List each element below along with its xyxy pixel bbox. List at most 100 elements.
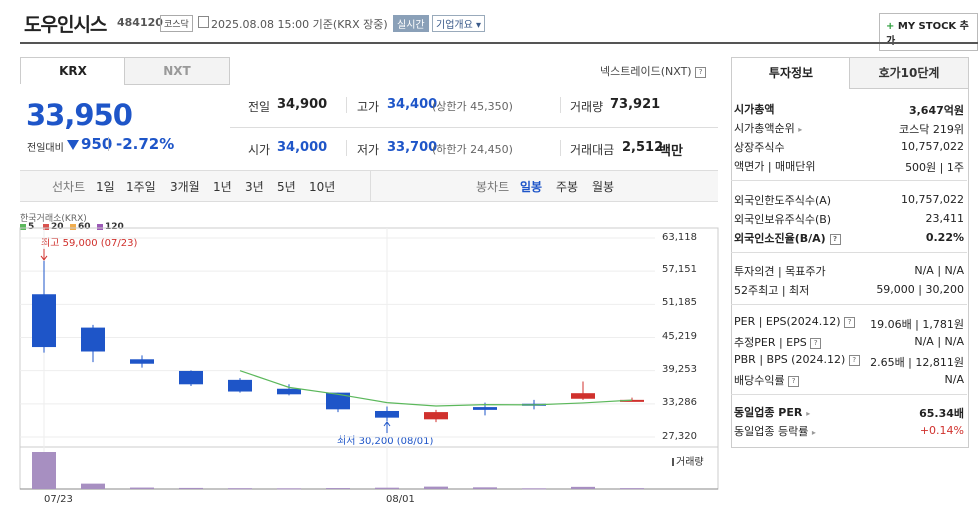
candle-body bbox=[130, 359, 154, 364]
candle-body bbox=[375, 410, 399, 418]
tab-krx[interactable]: KRX bbox=[20, 57, 126, 84]
header-divider bbox=[20, 42, 978, 44]
line-chart-label: 선차트 bbox=[52, 180, 86, 194]
high-arrow-head-icon bbox=[40, 255, 48, 261]
realtime-button[interactable]: 실시간 bbox=[393, 15, 429, 32]
period-daily[interactable]: 일봉 bbox=[520, 180, 543, 194]
high-annotation: 최고 59,000 (07/23) bbox=[41, 238, 138, 249]
volume-label: 거래량 bbox=[570, 100, 604, 114]
period-1w[interactable]: 1주일 bbox=[126, 180, 156, 194]
chevron-right-icon: ▸ bbox=[798, 125, 803, 134]
trade-amount-label: 거래대금 bbox=[570, 143, 615, 157]
stock-code: 484120 bbox=[117, 16, 163, 29]
info-value: N/A bbox=[944, 373, 964, 386]
info-label: 외국인보유주식수(B) bbox=[734, 213, 832, 226]
tab-orderbook[interactable]: 호가10단계 bbox=[849, 57, 969, 89]
volume-bar bbox=[620, 488, 644, 490]
help-icon[interactable]: ? bbox=[844, 316, 856, 328]
info-divider bbox=[731, 252, 967, 253]
volume-bar bbox=[32, 452, 56, 489]
trade-amount-unit: 백만 bbox=[659, 144, 683, 159]
info-label: 52주최고 | 최저 bbox=[734, 284, 810, 297]
info-label: PER | EPS(2024.12) ? bbox=[734, 315, 856, 328]
candle-body bbox=[32, 294, 56, 348]
candle-body bbox=[473, 407, 497, 410]
prev-close-label: 전일 bbox=[248, 100, 271, 114]
volume-bar bbox=[424, 486, 448, 489]
info-label: 상장주식수 bbox=[734, 141, 785, 154]
period-1y[interactable]: 1년 bbox=[213, 180, 232, 194]
period-5y[interactable]: 5년 bbox=[277, 180, 296, 194]
period-weekly[interactable]: 주봉 bbox=[556, 180, 579, 194]
company-overview-button[interactable]: 기업개요 ▾ bbox=[432, 15, 485, 32]
info-value: 23,411 bbox=[925, 212, 965, 225]
volume-value: 73,921 bbox=[610, 97, 661, 112]
info-label: 시가총액 bbox=[734, 103, 775, 116]
nextrade-label: 넥스트레이드(NXT) ? bbox=[600, 63, 707, 79]
candle-body bbox=[326, 392, 350, 410]
plus-icon: + bbox=[886, 21, 895, 32]
volume-frame bbox=[19, 446, 719, 490]
stat-divider bbox=[560, 97, 561, 113]
stat-divider bbox=[560, 140, 561, 156]
period-3m[interactable]: 3개월 bbox=[170, 180, 200, 194]
info-value: N/A | N/A bbox=[914, 335, 964, 348]
help-icon[interactable]: ? bbox=[848, 354, 860, 366]
info-label[interactable]: 동일업종 PER ▸ bbox=[734, 406, 811, 419]
period-10y[interactable]: 10년 bbox=[309, 180, 336, 194]
info-label: 투자의견 | 목표주가 bbox=[734, 265, 826, 278]
candle-body bbox=[277, 388, 301, 395]
info-value: 65.34배 bbox=[919, 407, 964, 420]
open-label: 시가 bbox=[248, 143, 271, 157]
info-label[interactable]: 동일업종 등락률 ▸ bbox=[734, 425, 816, 438]
calendar-icon bbox=[198, 16, 209, 28]
volume-bar bbox=[571, 486, 595, 489]
candle-body bbox=[179, 370, 203, 385]
volume-legend: 거래량 bbox=[672, 453, 704, 468]
volume-bar bbox=[375, 487, 399, 489]
y-tick: 39,253 bbox=[662, 364, 697, 375]
info-label[interactable]: 시가총액순위 ▸ bbox=[734, 122, 803, 135]
help-icon[interactable]: ? bbox=[788, 375, 800, 387]
info-divider bbox=[731, 304, 967, 305]
x-tick: 08/01 bbox=[386, 494, 415, 505]
volume-bar bbox=[522, 488, 546, 490]
add-mystock-label: MY STOCK 추가 bbox=[886, 21, 969, 47]
invest-info-panel bbox=[731, 87, 969, 448]
ma5-line bbox=[239, 370, 633, 407]
help-icon[interactable]: ? bbox=[829, 233, 841, 245]
period-divider bbox=[370, 171, 371, 201]
stat-divider bbox=[346, 140, 347, 156]
high-value: 34,400 bbox=[387, 97, 438, 112]
low-arrow-head-icon bbox=[383, 421, 391, 427]
candle-body bbox=[228, 379, 252, 392]
info-value: 코스닥 219위 bbox=[899, 123, 964, 136]
change-label: 전일대비 bbox=[27, 143, 64, 154]
tab-nxt[interactable]: NXT bbox=[124, 57, 230, 85]
quote-timestamp: 2025.08.08 15:00 기준(KRX 장중) bbox=[211, 18, 388, 31]
chevron-right-icon: ▸ bbox=[811, 428, 816, 437]
info-divider bbox=[731, 394, 967, 395]
tab-invest-info[interactable]: 투자정보 bbox=[731, 57, 851, 88]
volume-bar bbox=[473, 487, 497, 489]
help-icon[interactable]: ? bbox=[810, 337, 822, 349]
info-value: 59,000 | 30,200 bbox=[876, 283, 964, 296]
stat-row-divider bbox=[230, 127, 718, 128]
y-tick: 57,151 bbox=[662, 264, 697, 275]
ma5-legend: 5 bbox=[20, 222, 34, 232]
stock-name: 도우인시스 bbox=[24, 14, 107, 36]
change-value: 950 bbox=[81, 135, 113, 153]
y-tick: 33,286 bbox=[662, 397, 697, 408]
info-label: 외국인소진율(B/A) ? bbox=[734, 230, 841, 246]
help-icon[interactable]: ? bbox=[695, 66, 707, 78]
info-value: 500원 | 1주 bbox=[905, 161, 964, 174]
info-label: 액면가 | 매매단위 bbox=[734, 160, 816, 173]
candle-body bbox=[81, 327, 105, 352]
y-tick: 27,320 bbox=[662, 431, 697, 442]
candle-body bbox=[620, 399, 644, 402]
period-1d[interactable]: 1일 bbox=[96, 180, 115, 194]
period-3y[interactable]: 3년 bbox=[245, 180, 264, 194]
period-monthly[interactable]: 월봉 bbox=[592, 180, 615, 194]
info-value: 19.06배 | 1,781원 bbox=[870, 318, 964, 331]
